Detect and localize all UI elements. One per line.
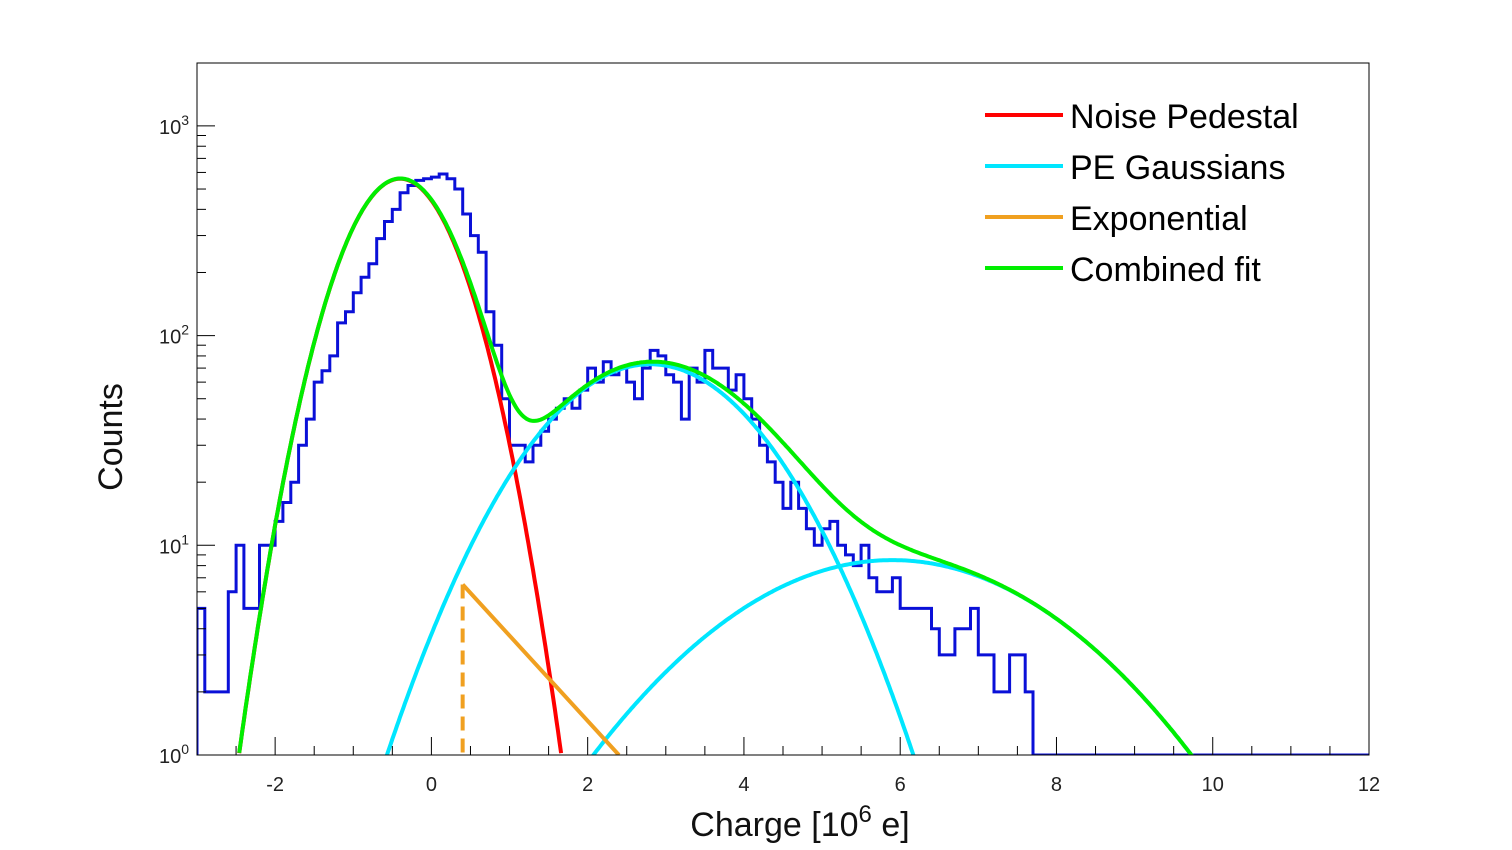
y-axis-title: Counts bbox=[92, 383, 130, 491]
y-tick-label: 102 bbox=[159, 322, 189, 349]
x-tick-label: 10 bbox=[1202, 774, 1224, 796]
x-tick-label: 6 bbox=[895, 774, 906, 796]
x-axis-title: Charge [106 e] bbox=[690, 801, 909, 844]
legend: Noise Pedestal PE Gaussians Exponential … bbox=[985, 98, 1299, 289]
plot-area bbox=[197, 172, 1369, 755]
pe-gaussian-curve-1 bbox=[384, 362, 916, 755]
y-tick-label: 103 bbox=[159, 112, 189, 139]
legend-label-noise-pedestal: Noise Pedestal bbox=[1070, 98, 1299, 136]
x-axis-title-suffix: e] bbox=[872, 806, 910, 844]
x-axis-title-main: Charge [10 bbox=[690, 806, 858, 844]
legend-label-exponential: Exponential bbox=[1070, 200, 1248, 238]
x-tick-label: 4 bbox=[738, 774, 749, 796]
y-tick-label: 100 bbox=[159, 741, 189, 768]
x-tick-label: 12 bbox=[1358, 774, 1380, 796]
x-tick-label: 2 bbox=[582, 774, 593, 796]
exponential-curve bbox=[461, 583, 621, 755]
legend-label-combined-fit: Combined fit bbox=[1070, 251, 1261, 289]
x-axis-title-sup: 6 bbox=[859, 801, 872, 828]
x-tick-label: 0 bbox=[426, 774, 437, 796]
combined-fit-curve bbox=[237, 176, 1194, 755]
x-tick-label: -2 bbox=[266, 774, 284, 796]
axes: -2 0 2 4 6 8 10 12 100 101 102 103 bbox=[159, 112, 1380, 796]
legend-label-pe-gaussians: PE Gaussians bbox=[1070, 149, 1285, 187]
y-tick-label: 101 bbox=[159, 531, 189, 558]
x-tick-label: 8 bbox=[1051, 774, 1062, 796]
